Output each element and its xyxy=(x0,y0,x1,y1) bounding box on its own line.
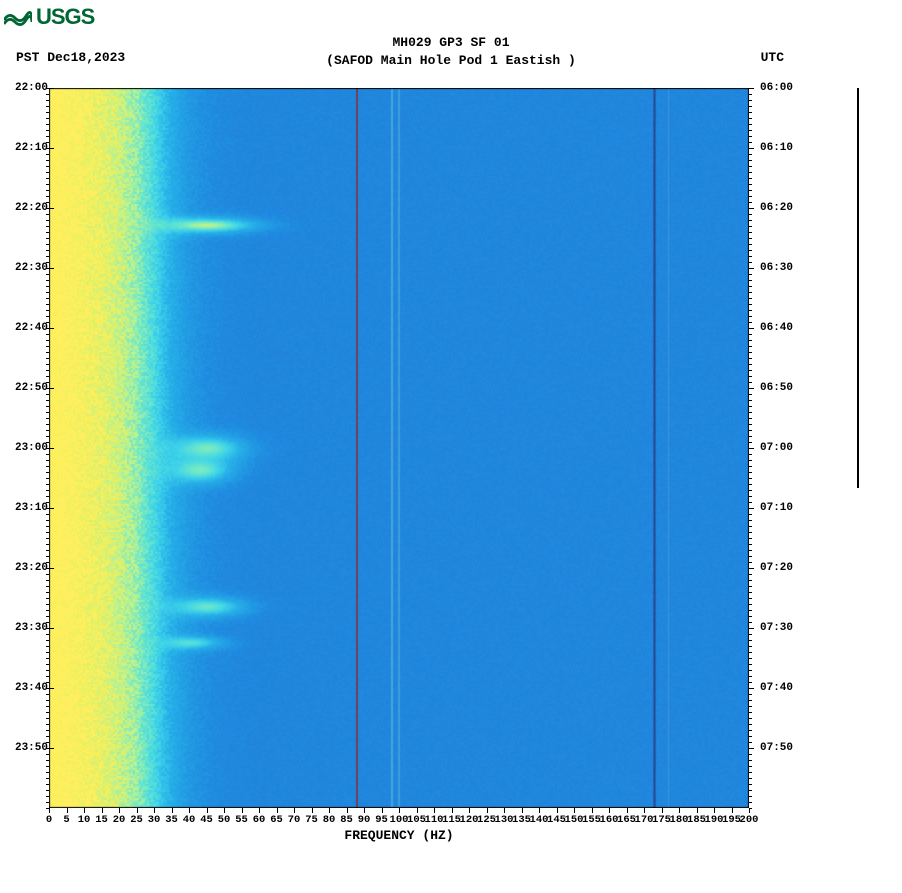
x-tick-label: 55 xyxy=(235,814,248,826)
y-tick-label: 22:50 xyxy=(2,382,48,394)
y-tick-label: 06:10 xyxy=(760,142,806,154)
y-tick-label: 22:20 xyxy=(2,202,48,214)
y-tick-label: 06:20 xyxy=(760,202,806,214)
x-tick-label: 185 xyxy=(687,814,706,826)
y-tick-label: 06:00 xyxy=(760,82,806,94)
timezone-right: UTC xyxy=(761,50,784,65)
x-tick-label: 150 xyxy=(565,814,584,826)
x-tick-label: 120 xyxy=(460,814,479,826)
x-tick-label: 35 xyxy=(165,814,178,826)
x-tick-label: 65 xyxy=(270,814,283,826)
y-tick-label: 22:40 xyxy=(2,322,48,334)
y-tick-label: 07:30 xyxy=(760,622,806,634)
x-tick-label: 180 xyxy=(670,814,689,826)
y-tick-label: 07:50 xyxy=(760,742,806,754)
y-tick-label: 23:00 xyxy=(2,442,48,454)
x-tick-label: 15 xyxy=(95,814,108,826)
y-tick-label: 07:10 xyxy=(760,502,806,514)
x-tick-label: 50 xyxy=(218,814,231,826)
x-tick-label: 160 xyxy=(600,814,619,826)
x-tick-label: 105 xyxy=(407,814,426,826)
x-tick-label: 195 xyxy=(722,814,741,826)
right-scale-bar xyxy=(857,88,859,488)
x-tick-label: 130 xyxy=(495,814,514,826)
x-tick-label: 45 xyxy=(200,814,213,826)
x-tick-label: 95 xyxy=(375,814,388,826)
x-tick-label: 25 xyxy=(130,814,143,826)
x-tick-label: 170 xyxy=(635,814,654,826)
y-tick-label: 06:40 xyxy=(760,322,806,334)
y-minor-ticks-left xyxy=(46,88,49,808)
x-tick-label: 100 xyxy=(390,814,409,826)
y-tick-label: 23:20 xyxy=(2,562,48,574)
x-tick-label: 70 xyxy=(288,814,301,826)
x-tick-label: 10 xyxy=(78,814,91,826)
x-tick-label: 175 xyxy=(652,814,671,826)
x-tick-label: 60 xyxy=(253,814,266,826)
x-tick-label: 85 xyxy=(340,814,353,826)
x-tick-label: 145 xyxy=(547,814,566,826)
y-tick-label: 23:40 xyxy=(2,682,48,694)
x-tick-label: 80 xyxy=(323,814,336,826)
x-tick-label: 135 xyxy=(512,814,531,826)
spectrogram-plot xyxy=(49,88,749,808)
x-tick-label: 115 xyxy=(442,814,461,826)
x-tick-label: 20 xyxy=(113,814,126,826)
y-tick-label: 07:40 xyxy=(760,682,806,694)
spectrogram-canvas xyxy=(49,88,749,808)
x-tick-label: 200 xyxy=(740,814,759,826)
y-tick-label: 23:50 xyxy=(2,742,48,754)
x-tick-label: 125 xyxy=(477,814,496,826)
y-tick-label: 07:00 xyxy=(760,442,806,454)
y-axis-right: 06:0006:1006:2006:3006:4006:5007:0007:10… xyxy=(760,88,806,808)
logo-text: USGS xyxy=(36,4,94,30)
x-tick-label: 40 xyxy=(183,814,196,826)
y-minor-ticks-right xyxy=(749,88,752,808)
y-tick-label: 23:10 xyxy=(2,502,48,514)
x-tick-label: 140 xyxy=(530,814,549,826)
y-tick-label: 22:30 xyxy=(2,262,48,274)
x-tick-label: 110 xyxy=(425,814,444,826)
timezone-left: PST Dec18,2023 xyxy=(16,50,125,65)
x-tick-label: 155 xyxy=(582,814,601,826)
usgs-logo: USGS xyxy=(4,4,94,30)
y-axis-left: 22:0022:1022:2022:3022:4022:5023:0023:10… xyxy=(2,88,48,808)
x-tick-label: 30 xyxy=(148,814,161,826)
y-tick-label: 23:30 xyxy=(2,622,48,634)
y-tick-label: 22:00 xyxy=(2,82,48,94)
title-line1: MH029 GP3 SF 01 xyxy=(0,34,902,52)
x-axis-label: FREQUENCY (HZ) xyxy=(49,828,749,843)
y-tick-label: 22:10 xyxy=(2,142,48,154)
x-tick-label: 190 xyxy=(705,814,724,826)
x-tick-label: 0 xyxy=(46,814,52,826)
y-tick-label: 06:30 xyxy=(760,262,806,274)
x-tick-label: 75 xyxy=(305,814,318,826)
x-tick-label: 5 xyxy=(63,814,69,826)
x-tick-label: 90 xyxy=(358,814,371,826)
y-tick-label: 06:50 xyxy=(760,382,806,394)
y-tick-label: 07:20 xyxy=(760,562,806,574)
usgs-wave-icon xyxy=(4,8,32,26)
x-tick-label: 165 xyxy=(617,814,636,826)
